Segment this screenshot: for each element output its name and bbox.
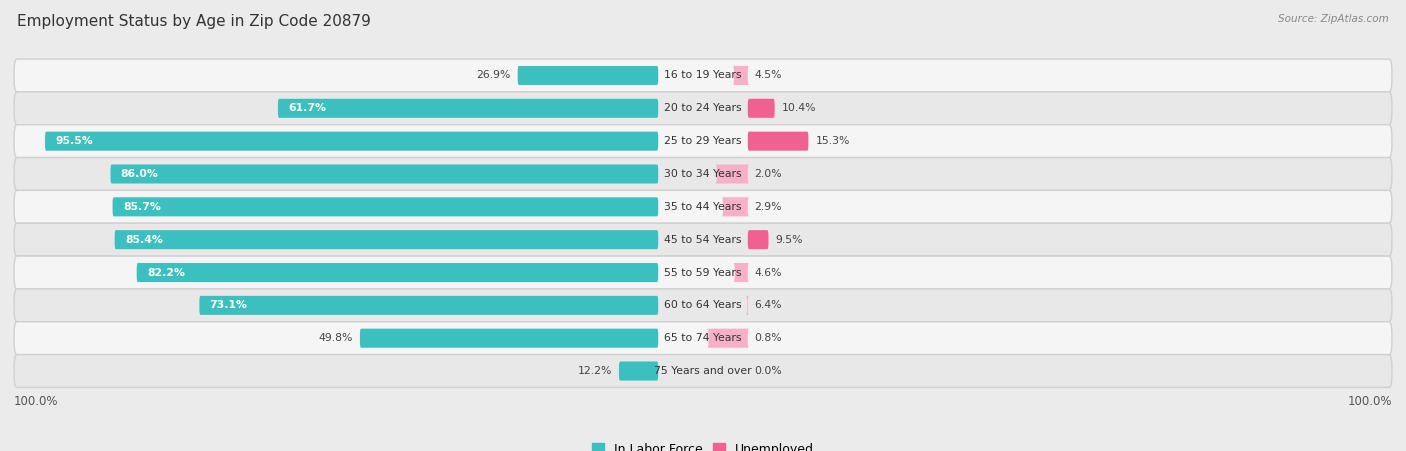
Text: 15.3%: 15.3% <box>815 136 849 146</box>
FancyBboxPatch shape <box>619 362 658 381</box>
FancyBboxPatch shape <box>360 329 658 348</box>
Legend: In Labor Force, Unemployed: In Labor Force, Unemployed <box>586 437 820 451</box>
Text: 85.4%: 85.4% <box>125 235 163 244</box>
Text: 6.4%: 6.4% <box>755 300 782 310</box>
FancyBboxPatch shape <box>45 132 658 151</box>
Text: Employment Status by Age in Zip Code 20879: Employment Status by Age in Zip Code 208… <box>17 14 371 28</box>
Text: 85.7%: 85.7% <box>122 202 160 212</box>
Text: 2.0%: 2.0% <box>755 169 782 179</box>
FancyBboxPatch shape <box>112 197 658 216</box>
FancyBboxPatch shape <box>14 289 1392 322</box>
Text: 49.8%: 49.8% <box>319 333 353 343</box>
Text: 82.2%: 82.2% <box>148 267 186 277</box>
FancyBboxPatch shape <box>733 66 749 85</box>
Text: 9.5%: 9.5% <box>775 235 803 244</box>
FancyBboxPatch shape <box>14 322 1392 354</box>
Text: 4.5%: 4.5% <box>755 70 782 80</box>
Text: 0.8%: 0.8% <box>755 333 782 343</box>
FancyBboxPatch shape <box>14 354 1392 387</box>
FancyBboxPatch shape <box>14 59 1392 92</box>
Text: 86.0%: 86.0% <box>121 169 159 179</box>
FancyBboxPatch shape <box>721 197 749 216</box>
FancyBboxPatch shape <box>14 157 1392 190</box>
Text: 65 to 74 Years: 65 to 74 Years <box>664 333 742 343</box>
FancyBboxPatch shape <box>748 132 808 151</box>
FancyBboxPatch shape <box>14 256 1392 289</box>
FancyBboxPatch shape <box>136 263 658 282</box>
FancyBboxPatch shape <box>14 223 1392 256</box>
FancyBboxPatch shape <box>745 296 749 315</box>
FancyBboxPatch shape <box>707 329 749 348</box>
Text: 12.2%: 12.2% <box>578 366 612 376</box>
FancyBboxPatch shape <box>748 99 775 118</box>
Text: 2.9%: 2.9% <box>755 202 782 212</box>
Text: 10.4%: 10.4% <box>782 103 815 113</box>
Text: 35 to 44 Years: 35 to 44 Years <box>664 202 742 212</box>
Text: 55 to 59 Years: 55 to 59 Years <box>664 267 742 277</box>
Text: 100.0%: 100.0% <box>14 395 59 408</box>
Text: 26.9%: 26.9% <box>477 70 510 80</box>
Text: 4.6%: 4.6% <box>755 267 782 277</box>
Text: 100.0%: 100.0% <box>1347 395 1392 408</box>
Text: 30 to 34 Years: 30 to 34 Years <box>664 169 742 179</box>
Text: 60 to 64 Years: 60 to 64 Years <box>664 300 742 310</box>
Text: 61.7%: 61.7% <box>288 103 326 113</box>
Text: Source: ZipAtlas.com: Source: ZipAtlas.com <box>1278 14 1389 23</box>
Text: 75 Years and over: 75 Years and over <box>654 366 752 376</box>
Text: 16 to 19 Years: 16 to 19 Years <box>664 70 742 80</box>
FancyBboxPatch shape <box>517 66 658 85</box>
Text: 73.1%: 73.1% <box>209 300 247 310</box>
FancyBboxPatch shape <box>748 230 769 249</box>
Text: 45 to 54 Years: 45 to 54 Years <box>664 235 742 244</box>
FancyBboxPatch shape <box>716 165 749 184</box>
FancyBboxPatch shape <box>278 99 658 118</box>
FancyBboxPatch shape <box>111 165 658 184</box>
Text: 95.5%: 95.5% <box>55 136 93 146</box>
FancyBboxPatch shape <box>14 125 1392 157</box>
Text: 0.0%: 0.0% <box>755 366 782 376</box>
FancyBboxPatch shape <box>115 230 658 249</box>
FancyBboxPatch shape <box>14 92 1392 125</box>
FancyBboxPatch shape <box>200 296 658 315</box>
Text: 25 to 29 Years: 25 to 29 Years <box>664 136 742 146</box>
FancyBboxPatch shape <box>734 263 749 282</box>
Text: 20 to 24 Years: 20 to 24 Years <box>664 103 742 113</box>
FancyBboxPatch shape <box>14 190 1392 223</box>
